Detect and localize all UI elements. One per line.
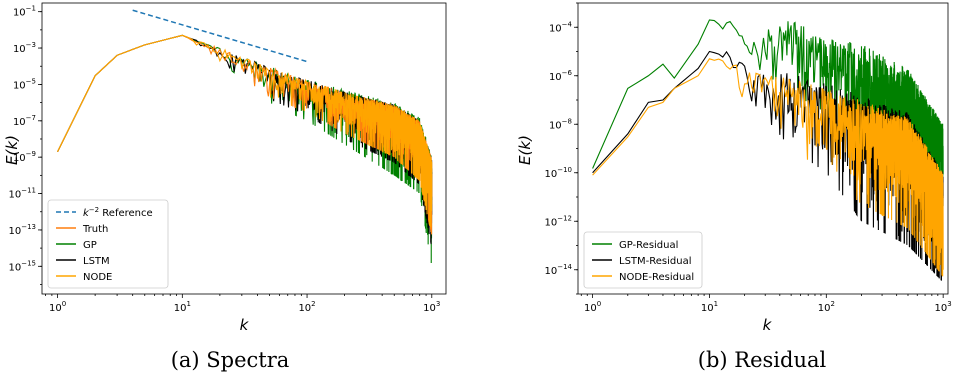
spectra-legend-label: NODE [83, 272, 112, 283]
spectra-xtick-label: 102 [298, 300, 315, 314]
residual-xlabel: k [763, 316, 773, 334]
residual-series-node-residual [592, 58, 944, 277]
spectra-ytick-label: 10−13 [8, 223, 36, 237]
residual-xtick-label: 103 [935, 300, 952, 314]
spectra-panel: 100 101 102 103 10−1 10−3 10−5 10−7 10−9 10−11 10−… [3, 2, 447, 372]
residual-ytick-label: 10−12 [544, 214, 572, 228]
residual-legend: GP-Residual LSTM-Residual NODE-Residual [583, 231, 703, 289]
residual-ytick-label: 10−10 [544, 166, 572, 180]
spectra-ytick-label: 10−15 [8, 259, 36, 273]
residual-legend-label: NODE-Residual [619, 272, 694, 283]
spectra-ytick-label: 10−5 [13, 77, 36, 91]
spectra-legend-label: k−2 Reference [83, 206, 153, 219]
spectra-xlabel: k [240, 316, 250, 334]
residual-ytick-label: 10−14 [544, 263, 572, 277]
residual-legend-label: LSTM-Residual [619, 256, 692, 267]
spectra-ytick-label: 10−9 [13, 150, 36, 164]
residual-xtick-label: 102 [818, 300, 835, 314]
spectra-series-node [57, 34, 433, 228]
residual-caption: (b) Residual [698, 348, 827, 372]
spectra-ytick-label: 10−3 [13, 41, 36, 55]
residual-ytick-label: 10−8 [549, 117, 572, 131]
residual-plot-area [592, 19, 944, 281]
spectra-ytick-label: 10−11 [8, 187, 36, 201]
spectra-legend-label: LSTM [83, 256, 110, 267]
residual-legend-label: GP-Residual [619, 240, 678, 251]
spectra-xtick-label: 100 [49, 300, 66, 314]
spectra-xtick-label: 103 [423, 300, 440, 314]
residual-legend-box [583, 231, 703, 289]
spectra-ytick-label: 10−7 [13, 114, 36, 128]
residual-xtick-label: 101 [701, 300, 718, 314]
residual-panel: 100 101 102 10310−410−610−810−1010−1210−14 … [516, 2, 952, 372]
spectra-legend-box [47, 199, 169, 289]
spectra-ytick-label: 10−1 [13, 5, 36, 19]
residual-ytick-label: 10−6 [549, 69, 573, 83]
spectra-legend: k−2 Reference Truth GP LSTM NODE [47, 199, 169, 289]
spectra-xtick-label: 101 [174, 300, 191, 314]
spectra-ticks: 100 101 102 103 10−1 10−3 10−5 10−7 10−9 10−11 10−… [8, 5, 440, 314]
residual-ticks: 100 101 102 103 10−4 10−6 10−8 10−10 10−12 10−14 [544, 2, 952, 314]
residual-ytick-label: 10−4 [549, 20, 573, 34]
residual-xtick-label: 100 [584, 300, 601, 314]
spectra-axes-frame [41, 2, 447, 295]
spectra-legend-label: Truth [82, 224, 108, 235]
spectra-reference-line [132, 9, 308, 63]
spectra-caption: (a) Spectra [171, 348, 290, 372]
spectra-plot-area [57, 9, 433, 264]
spectra-legend-label: GP [83, 240, 97, 251]
residual-ylabel: E(k) [516, 135, 534, 165]
spectra-ylabel: E(k) [3, 135, 21, 165]
